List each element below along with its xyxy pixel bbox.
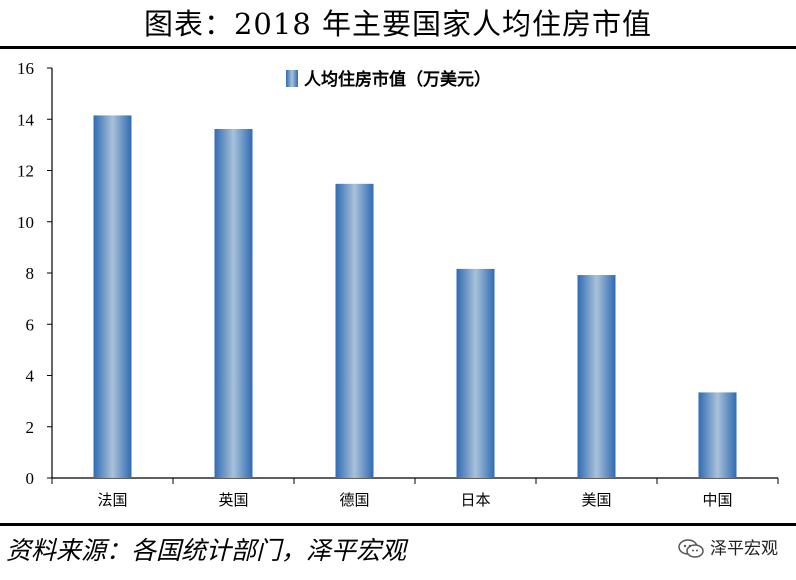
legend-swatch [286, 70, 298, 87]
x-tick-label: 英国 [218, 491, 248, 509]
x-tick-label: 法国 [97, 491, 127, 509]
chart-title: 图表：2018 年主要国家人均住房市值 [143, 7, 653, 41]
y-tick-label: 0 [26, 469, 35, 488]
legend-label: 人均住房市值（万美元） [304, 69, 491, 90]
y-tick-label: 14 [17, 110, 35, 129]
wechat-icon [678, 539, 704, 559]
y-tick-label: 2 [26, 418, 35, 437]
top-rule [0, 46, 796, 49]
x-tick-label: 德国 [339, 491, 369, 509]
bar [214, 128, 253, 479]
y-tick-label: 16 [17, 59, 34, 78]
y-tick-label: 8 [26, 264, 35, 283]
x-tick-label: 美国 [581, 491, 611, 509]
x-tick-label: 中国 [702, 491, 732, 509]
x-tick-label: 日本 [460, 491, 490, 509]
source-note: 资料来源：各国统计部门，泽平宏观 [6, 536, 407, 565]
bar [335, 183, 374, 478]
bottom-rule [0, 523, 796, 526]
bar-chart: 0 2 4 6 8 10 12 14 16 法国 英国 德国 日本 美国 中国 人均住房市值（万美元） [17, 59, 779, 509]
y-tick-label: 4 [26, 367, 35, 386]
y-tick-label: 6 [26, 315, 35, 334]
brand-watermark: 泽平宏观 [678, 536, 778, 562]
bar [698, 392, 737, 478]
bar [93, 115, 132, 478]
y-tick-label: 12 [17, 162, 34, 181]
brand-label: 泽平宏观 [710, 539, 778, 559]
bar [456, 268, 495, 478]
y-tick-label: 10 [17, 213, 34, 232]
bar [577, 275, 616, 478]
